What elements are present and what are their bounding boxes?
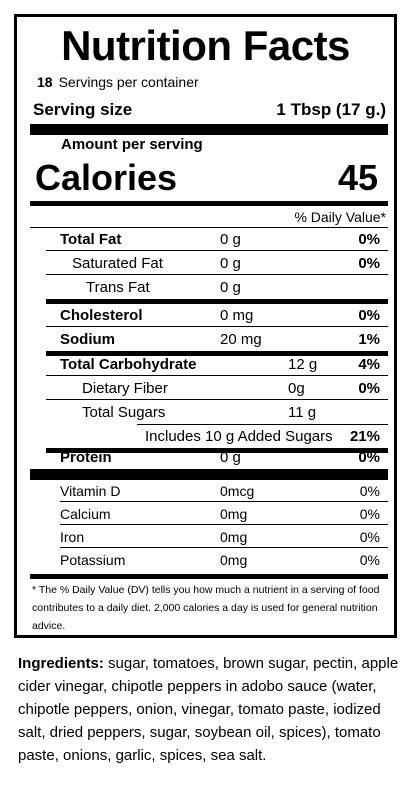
daily-value-header: % Daily Value* [294, 209, 386, 225]
calories-value: 45 [337, 157, 378, 198]
row-divider [46, 274, 388, 275]
thick-divider [30, 124, 388, 135]
medium-divider [46, 351, 388, 356]
vitamin-row-iron: Iron 0mg 0% [60, 526, 388, 548]
nutrient-dv: 0% [358, 380, 380, 397]
vitamin-row-potassium: Potassium 0mg 0% [60, 549, 388, 571]
nutrient-amount: 0 g [220, 449, 241, 466]
nutrient-dv: 0% [358, 231, 380, 248]
nutrient-amount: 0 g [220, 231, 241, 248]
nutrient-dv: 0% [358, 449, 380, 466]
nutrient-name: Total Fat [60, 231, 122, 248]
calories-label: Calories [35, 157, 178, 198]
nutrient-row-total-sugars: Total Sugars 11 g [30, 401, 388, 424]
row-divider [46, 326, 388, 327]
ingredients-text: sugar, tomatoes, brown sugar, pectin, ap… [18, 655, 399, 764]
vitamin-dv: 0% [359, 529, 380, 545]
nutrient-row-cholesterol: Cholesterol 0 mg 0% [30, 304, 388, 327]
nutrient-row-total-carbohydrate: Total Carbohydrate 12 g 4% [30, 353, 388, 376]
nutrient-name: Sodium [60, 331, 115, 348]
servings-count: 18 [37, 74, 53, 90]
row-divider [60, 524, 388, 525]
vitamin-name: Potassium [60, 552, 126, 568]
nutrient-dv: 4% [358, 356, 380, 373]
nutrient-amount: 0 mg [220, 307, 254, 324]
serving-size: Serving size 1 Tbsp (17 g.) [33, 99, 386, 121]
medium-divider [46, 448, 388, 453]
nutrient-row-dietary-fiber: Dietary Fiber 0g 0% [30, 377, 388, 400]
nutrient-amount: 0g [288, 380, 305, 397]
nutrient-amount: 11 g [288, 404, 317, 421]
vitamin-amount: 0mg [220, 552, 248, 568]
vitamin-dv: 0% [359, 483, 380, 499]
vitamin-row-calcium: Calcium 0mg 0% [60, 503, 388, 525]
thin-divider [137, 424, 388, 425]
vitamin-name: Vitamin D [60, 483, 121, 499]
nutrient-dv: 0% [358, 307, 380, 324]
nutrient-row-trans-fat: Trans Fat 0 g [30, 276, 388, 299]
calories-row: Calories 45 [35, 157, 378, 199]
vitamin-dv: 0% [359, 552, 380, 568]
servings-label: Servings per container [58, 74, 199, 90]
nutrient-amount: 12 g [288, 356, 318, 373]
nutrient-amount: 0 g [220, 279, 241, 296]
vitamin-name: Calcium [60, 506, 111, 522]
nutrient-row-saturated-fat: Saturated Fat 0 g 0% [30, 252, 388, 275]
nutrient-dv: 21% [349, 428, 380, 445]
nutrient-amount: 0 g [220, 255, 241, 272]
label-title: Nutrition Facts [61, 22, 350, 69]
vitamin-amount: 0mg [220, 529, 248, 545]
nutrient-name: Dietary Fiber [82, 380, 168, 397]
thin-divider [30, 227, 388, 228]
nutrient-amount: 20 mg [220, 331, 262, 348]
nutrient-row-total-fat: Total Fat 0 g 0% [30, 228, 388, 251]
servings-per-container: 18 Servings per container [37, 73, 199, 91]
nutrient-name: Cholesterol [60, 307, 143, 324]
vitamin-row-vitamin-d: Vitamin D 0mcg 0% [60, 480, 388, 502]
daily-value-footnote: * The % Daily Value (DV) tells you how m… [32, 584, 380, 632]
nutrient-row-added-sugars: Includes 10 g Added Sugars 21% [137, 425, 388, 448]
nutrient-row-sodium: Sodium 20 mg 1% [30, 328, 388, 351]
amount-per-serving: Amount per serving [61, 136, 203, 153]
nutrient-name: Includes 10 g Added Sugars [145, 428, 333, 445]
medium-divider [46, 299, 388, 304]
vitamin-amount: 0mcg [220, 483, 255, 499]
nutrient-row-protein: Protein 0 g 0% [30, 446, 388, 469]
row-divider [60, 547, 388, 548]
ingredients-label: Ingredients: [18, 655, 104, 672]
medium-divider [30, 574, 388, 579]
row-divider [46, 399, 388, 400]
thick-divider [30, 469, 388, 480]
row-divider [46, 250, 388, 251]
nutrient-name: Total Sugars [82, 404, 166, 421]
nutrient-name: Protein [60, 449, 112, 466]
serving-size-label: Serving size [33, 100, 133, 119]
row-divider [46, 375, 388, 376]
medium-divider [30, 201, 388, 206]
row-divider [60, 501, 388, 502]
nutrient-name: Total Carbohydrate [60, 356, 197, 373]
nutrient-dv: 1% [358, 331, 380, 348]
nutrition-facts-label: Nutrition Facts 18 Servings per container… [14, 14, 397, 638]
vitamin-dv: 0% [359, 506, 380, 522]
nutrient-name: Saturated Fat [72, 255, 163, 272]
vitamin-name: Iron [60, 529, 85, 545]
vitamin-amount: 0mg [220, 506, 248, 522]
serving-size-value: 1 Tbsp (17 g.) [276, 100, 386, 119]
nutrient-dv: 0% [358, 255, 380, 272]
ingredients-statement: Ingredients: sugar, tomatoes, brown suga… [18, 652, 403, 767]
nutrient-name: Trans Fat [86, 279, 150, 296]
